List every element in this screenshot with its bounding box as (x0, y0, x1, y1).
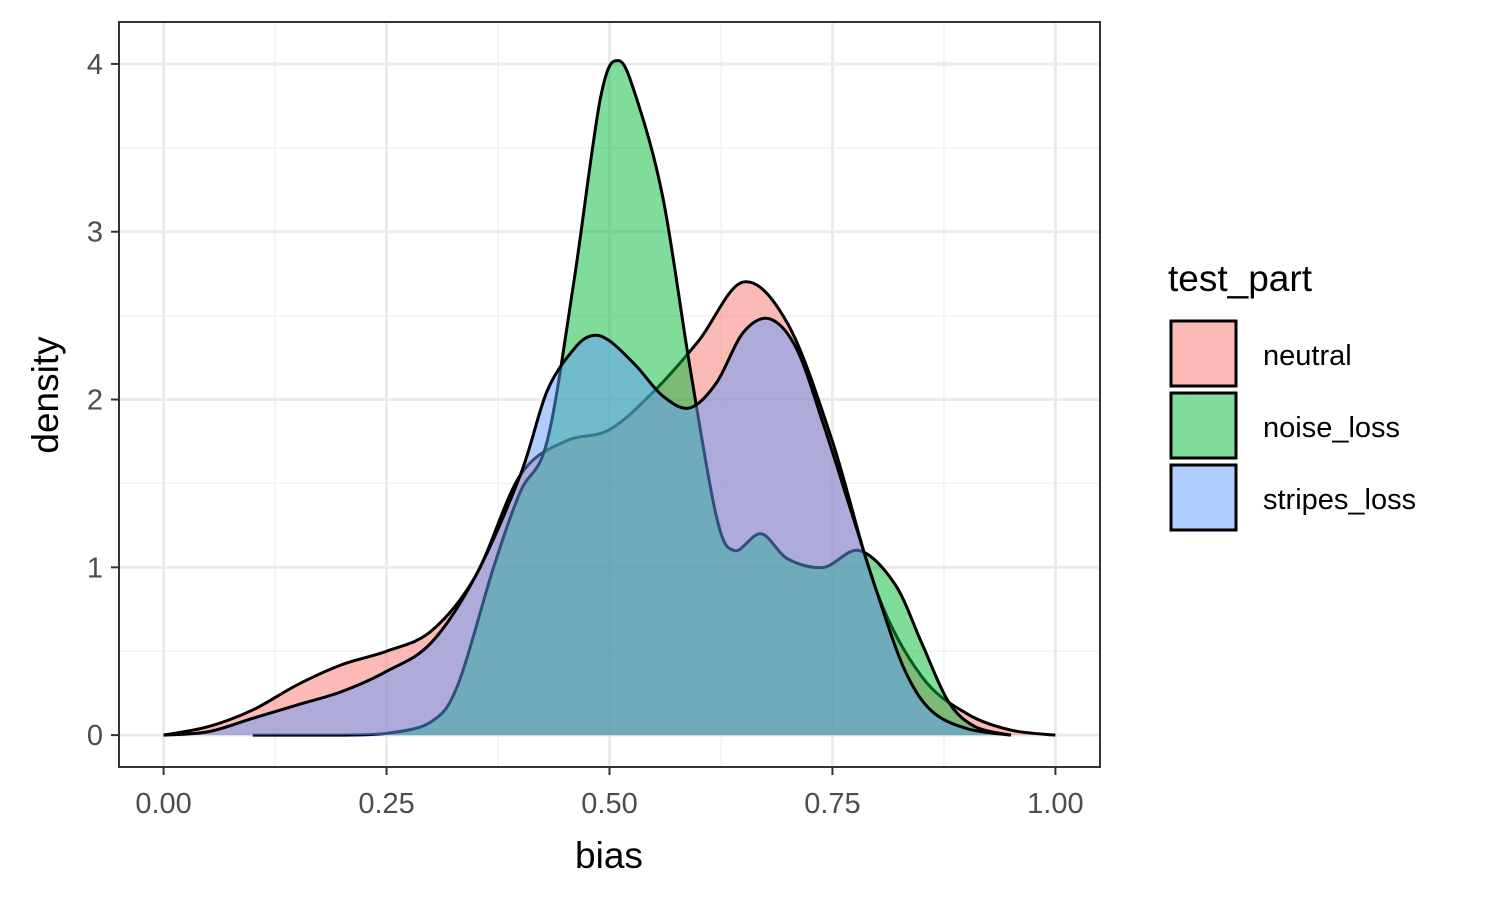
density-areas (163, 59, 1056, 737)
x-tick-label: 0.25 (358, 788, 414, 820)
legend-label-stripes-loss: stripes_loss (1263, 484, 1416, 516)
x-axis-title: bias (575, 835, 643, 876)
x-tick-label: 0.50 (581, 788, 637, 820)
y-axis-ticks: 0 1 2 3 4 (87, 49, 119, 752)
x-tick-label: 1.00 (1027, 788, 1083, 820)
y-tick-label: 2 (87, 385, 103, 417)
legend-swatch-stripes-loss (1169, 463, 1238, 532)
legend-label-neutral: neutral (1263, 340, 1352, 372)
y-axis-title: density (25, 336, 66, 454)
area-stripes-loss (163, 318, 1011, 736)
legend: test_part neutral noise_loss stripes_loss (1168, 258, 1416, 532)
y-tick-label: 0 (87, 720, 103, 752)
legend-swatch-noise-loss (1169, 391, 1238, 460)
legend-label-noise-loss: noise_loss (1263, 412, 1400, 444)
x-tick-label: 0.00 (135, 788, 191, 820)
outline-stripes-loss (163, 316, 1012, 737)
legend-title: test_part (1168, 258, 1313, 299)
x-tick-label: 0.75 (804, 788, 860, 820)
y-tick-label: 1 (87, 552, 103, 584)
x-axis-ticks: 0.00 0.25 0.50 0.75 1.00 (135, 767, 1084, 820)
legend-swatch-neutral (1169, 319, 1238, 388)
y-tick-label: 3 (87, 217, 103, 249)
y-tick-label: 4 (87, 49, 103, 81)
